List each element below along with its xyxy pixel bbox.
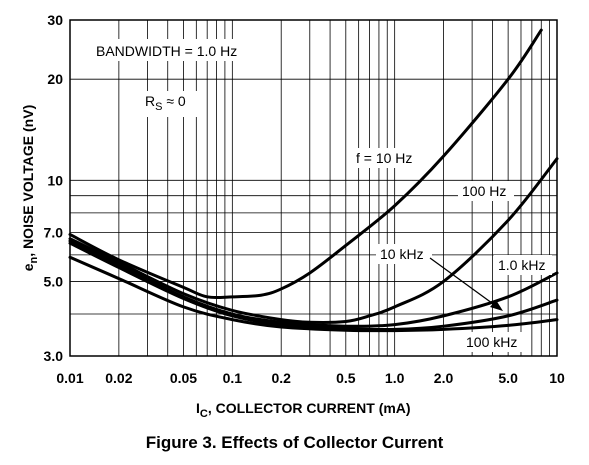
series-line-100-hz	[68, 157, 559, 324]
y-axis-title-sub: n	[28, 256, 40, 263]
y-tick-label-5: 30	[47, 12, 63, 28]
leader-line-10khz	[429, 257, 497, 307]
y-tick-labels: 3.0 5.0 7.0 10 20 30	[44, 12, 64, 364]
series-line-100-khz	[68, 255, 559, 333]
label-bg-1khz	[494, 255, 552, 275]
bandwidth-annotation: BANDWIDTH = 1.0 Hz	[96, 43, 237, 59]
x-tick-label-5: 0.5	[336, 370, 356, 386]
series-label-10hz: f = 10 Hz	[356, 150, 412, 166]
x-tick-label-9: 10	[549, 370, 565, 386]
label-bg-100hz	[458, 181, 514, 201]
rs-annotation: RS ≈ 0	[145, 93, 186, 113]
series-line-10-khz	[68, 241, 559, 332]
x-axis-title-sub: C	[200, 408, 208, 420]
x-axis-title-main: I	[196, 400, 200, 416]
rs-rest: ≈ 0	[162, 93, 185, 109]
noise-voltage-chart: 0.01 0.02 0.05 0.1 0.2 0.5 1.0 2.0 5.0 10 3.0 5.0 7…	[20, 12, 565, 420]
plot-frame	[69, 19, 558, 357]
bandwidth-label-bg	[92, 39, 257, 61]
label-bg-10hz	[352, 148, 426, 168]
x-tick-label-6: 1.0	[385, 370, 405, 386]
x-tick-label-4: 0.2	[271, 370, 291, 386]
rs-sub: S	[155, 101, 162, 113]
y-axis-title: en, NOISE VOLTAGE (nV)	[20, 105, 40, 271]
y-tick-label-4: 20	[47, 71, 63, 87]
x-tick-label-3: 0.1	[223, 370, 243, 386]
x-axis-title-rest: , COLLECTOR CURRENT (mA)	[208, 400, 411, 416]
x-tick-label-1: 0.02	[105, 370, 132, 386]
y-tick-label-3: 10	[47, 172, 63, 188]
series-lines	[68, 28, 559, 333]
x-axis-title: IC, COLLECTOR CURRENT (mA)	[196, 400, 411, 420]
figure-caption: Figure 3. Effects of Collector Current	[145, 433, 444, 452]
y-tick-label-0: 3.0	[44, 348, 64, 364]
series-label-1khz: 1.0 kHz	[498, 257, 545, 273]
label-bg-10khz	[376, 244, 432, 264]
leader-arrowhead-10khz	[490, 300, 503, 311]
y-tick-label-2: 7.0	[44, 224, 64, 240]
x-tick-label-8: 5.0	[498, 370, 518, 386]
series-label-10khz: 10 kHz	[380, 246, 424, 262]
x-tick-label-7: 2.0	[434, 370, 454, 386]
series-line-f-10-hz	[68, 28, 543, 300]
rs-label-bg	[141, 91, 198, 117]
x-tick-label-0: 0.01	[56, 370, 83, 386]
rs-main: R	[145, 93, 155, 109]
label-bg-100khz	[462, 332, 526, 352]
series-line-1-0-khz	[68, 239, 559, 328]
y-axis-title-main: e	[20, 263, 36, 271]
series-label-100khz: 100 kHz	[466, 334, 517, 350]
x-tick-labels: 0.01 0.02 0.05 0.1 0.2 0.5 1.0 2.0 5.0 10	[56, 370, 565, 386]
x-tick-label-2: 0.05	[170, 370, 197, 386]
series-label-100hz: 100 Hz	[462, 183, 506, 199]
y-tick-label-1: 5.0	[44, 273, 64, 289]
y-axis-title-rest: , NOISE VOLTAGE (nV)	[20, 105, 36, 257]
